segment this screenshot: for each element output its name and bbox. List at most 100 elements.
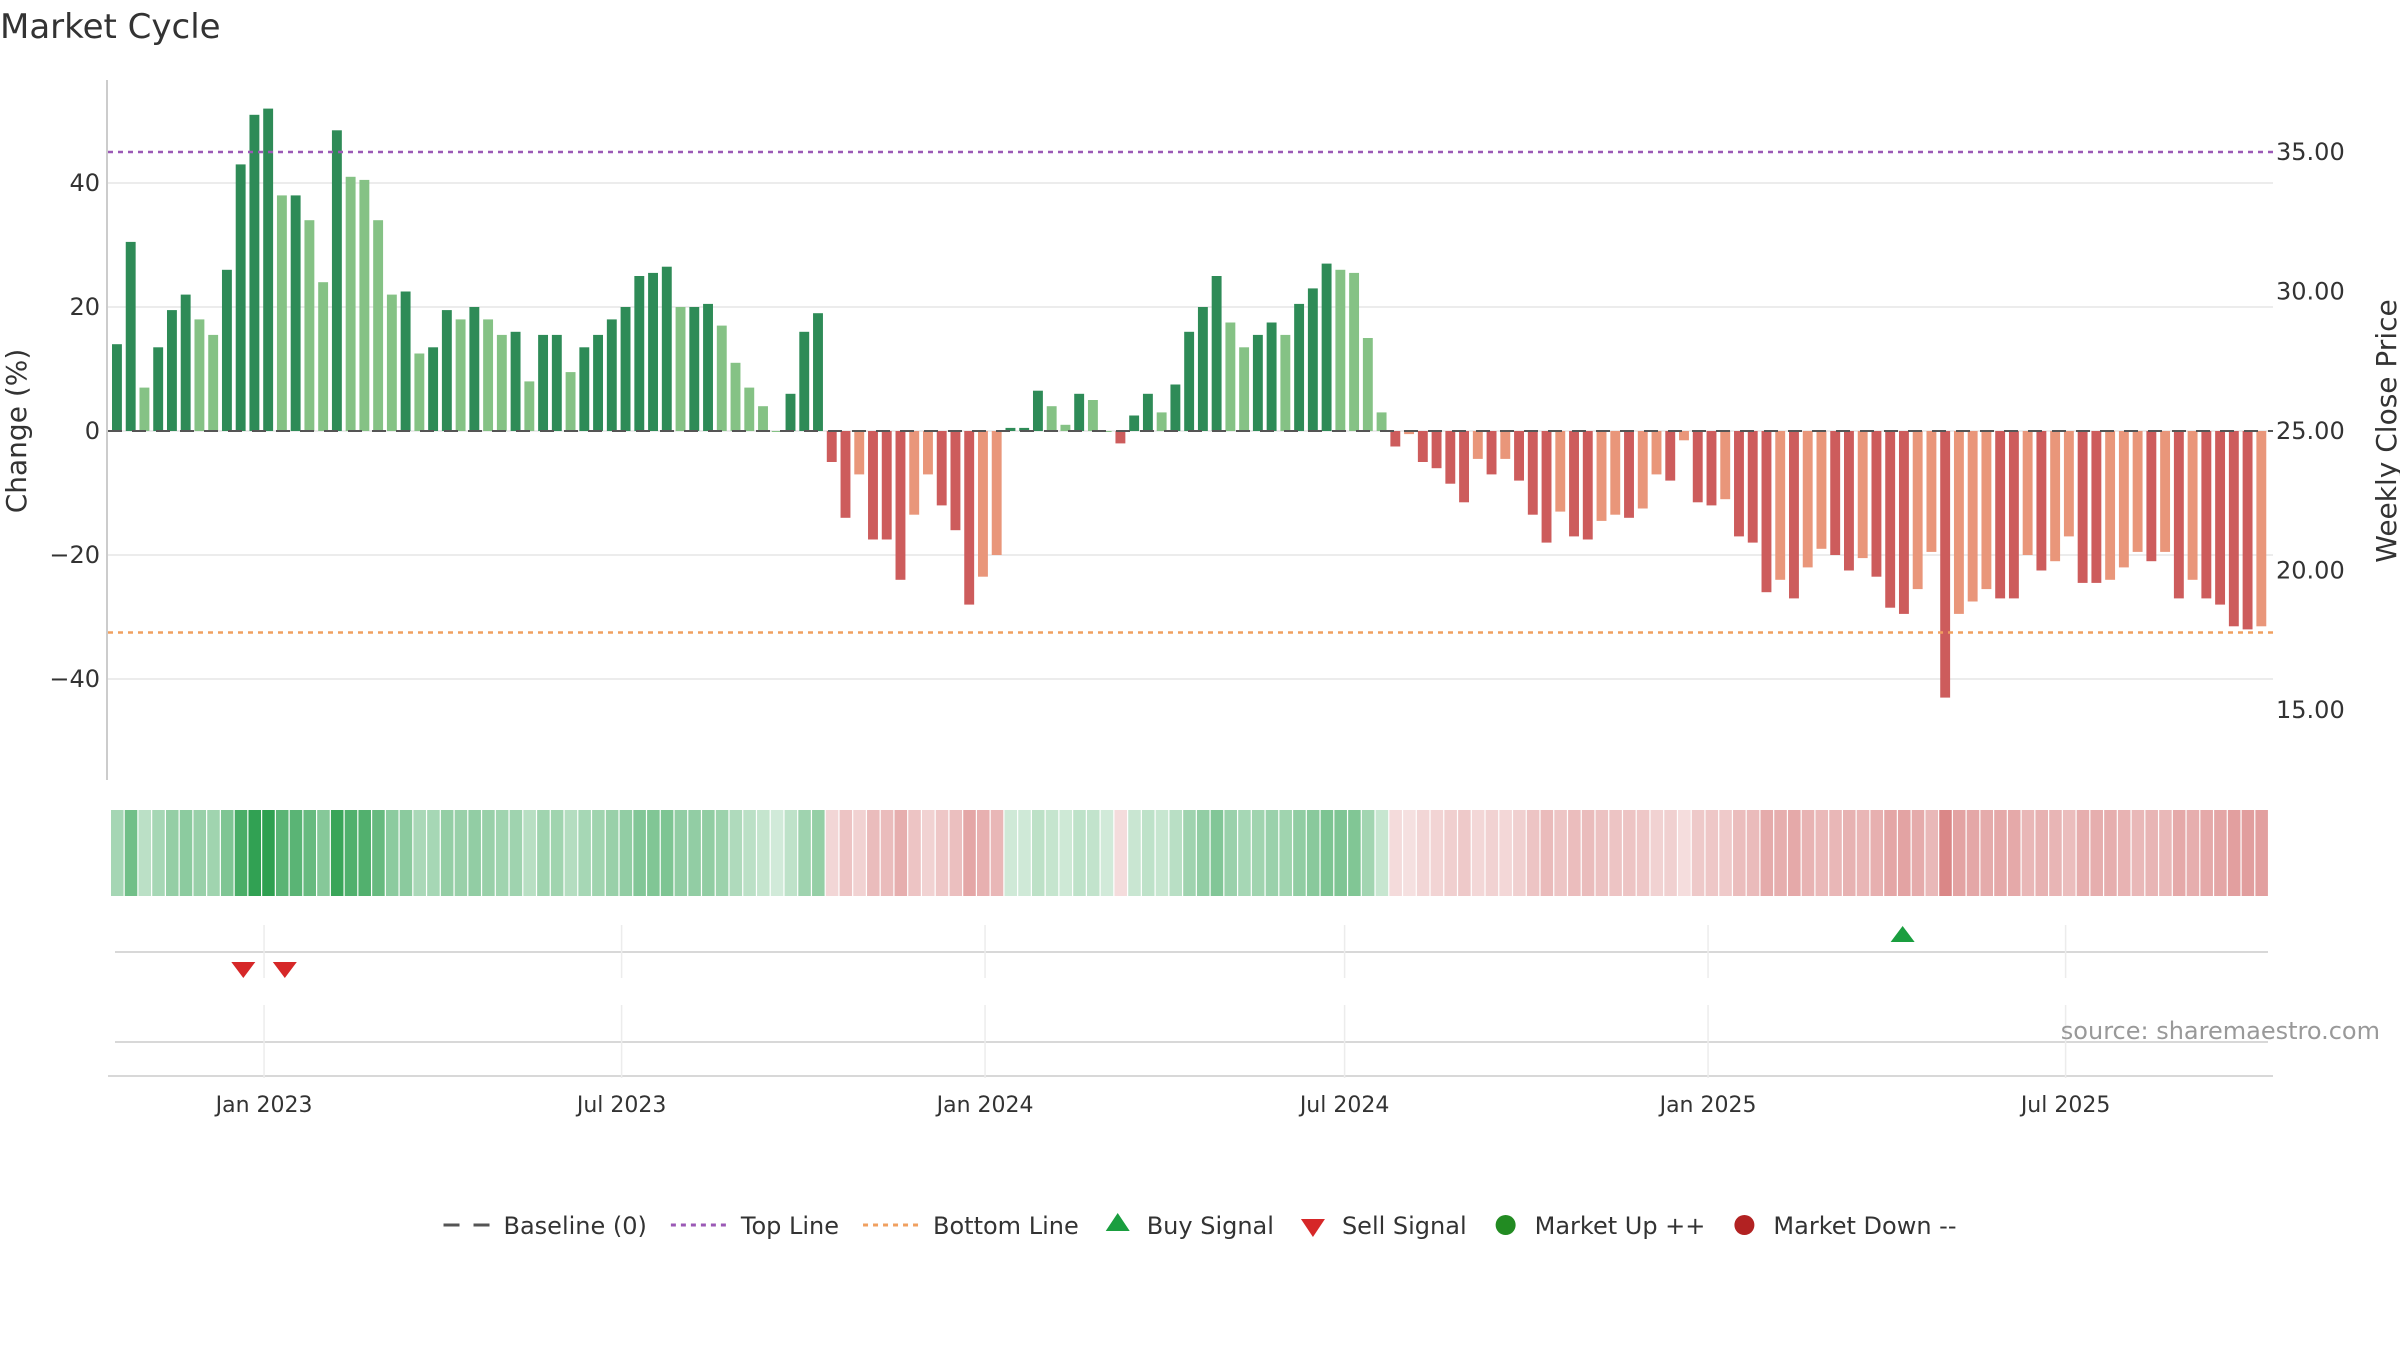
heatmap-cell bbox=[1650, 810, 1664, 896]
heatmap-cell bbox=[1526, 810, 1540, 896]
heatmap-cell bbox=[1306, 810, 1320, 896]
legend-item-up: Market Up ++ bbox=[1495, 1212, 1706, 1240]
change-bar bbox=[1142, 393, 1153, 431]
legend-label: Market Up ++ bbox=[1535, 1212, 1706, 1240]
heatmap-cell bbox=[1636, 810, 1650, 896]
change-bar bbox=[978, 431, 988, 577]
heatmap-cell bbox=[619, 810, 633, 896]
legend-item-top: Top Line bbox=[670, 1212, 839, 1240]
heatmap-cell bbox=[908, 810, 921, 896]
change-bar bbox=[1912, 431, 1923, 590]
x-tick-label: Jul 2025 bbox=[2019, 1093, 2111, 1118]
heatmap-cell bbox=[2214, 810, 2227, 896]
change-bar bbox=[496, 334, 507, 431]
change-bar bbox=[510, 331, 521, 431]
change-bar bbox=[744, 387, 755, 431]
x-tick-label: Jan 2025 bbox=[1658, 1093, 1757, 1118]
heatmap-cell bbox=[633, 810, 646, 896]
heatmap-cell bbox=[1829, 810, 1842, 896]
change-bar bbox=[139, 387, 150, 431]
change-bar bbox=[2146, 431, 2157, 562]
change-bar bbox=[1555, 431, 1566, 512]
heatmap-cell bbox=[275, 810, 289, 896]
change-bar bbox=[2256, 431, 2267, 627]
y-right-tick-label: 20.00 bbox=[2276, 557, 2345, 585]
heatmap-cell bbox=[2117, 810, 2131, 896]
heatmap-cell bbox=[839, 810, 853, 896]
heatmap-cell bbox=[2062, 810, 2076, 896]
change-bar bbox=[1307, 288, 1318, 431]
change-bar bbox=[1225, 322, 1236, 431]
change-bar bbox=[1775, 431, 1786, 580]
change-bar bbox=[483, 319, 494, 431]
change-bar bbox=[1431, 431, 1442, 469]
change-bar bbox=[1706, 431, 1717, 506]
heatmap-cell bbox=[2145, 810, 2158, 896]
heatmap-cell bbox=[2200, 810, 2213, 896]
change-bar bbox=[1184, 331, 1195, 431]
change-bar bbox=[1486, 431, 1497, 475]
heatmap-cell bbox=[1403, 810, 1416, 896]
heatmap-cell bbox=[1815, 810, 1829, 896]
change-bar bbox=[1211, 276, 1222, 431]
heatmap-cell bbox=[2227, 810, 2241, 896]
buy-signal-marker bbox=[1890, 926, 1915, 942]
change-bar bbox=[428, 347, 439, 431]
heatmap-cell bbox=[592, 810, 605, 896]
heatmap-cell bbox=[1760, 810, 1774, 896]
change-bar bbox=[2160, 431, 2171, 552]
x-tick-label: Jan 2023 bbox=[214, 1093, 313, 1118]
change-bar bbox=[2008, 431, 2019, 599]
change-bar bbox=[1926, 431, 1937, 552]
heatmap-cell bbox=[344, 810, 358, 896]
heatmap-cell bbox=[1994, 810, 2007, 896]
change-bar bbox=[345, 176, 356, 431]
heatmap-cell bbox=[124, 810, 138, 896]
change-bar bbox=[208, 334, 219, 431]
change-bar bbox=[538, 334, 549, 431]
change-bar bbox=[606, 319, 617, 431]
heatmap-cell bbox=[1952, 810, 1966, 896]
change-bar bbox=[1335, 269, 1346, 431]
legend-item-down: Market Down -- bbox=[1734, 1212, 1957, 1240]
heatmap-cell bbox=[2007, 810, 2021, 896]
heatmap-cell bbox=[1581, 810, 1595, 896]
change-bar bbox=[318, 282, 329, 431]
x-tick-label: Jan 2024 bbox=[935, 1093, 1034, 1118]
heatmap-cell bbox=[1870, 810, 1884, 896]
change-bar bbox=[2215, 431, 2226, 605]
heatmap-cell bbox=[468, 810, 481, 896]
legend-item-buy: Buy Signal bbox=[1105, 1212, 1274, 1240]
change-bar bbox=[1321, 263, 1332, 431]
heatmap-cell bbox=[702, 810, 715, 896]
change-bar bbox=[1885, 431, 1896, 608]
change-bar bbox=[2036, 431, 2047, 571]
x-axis-ticks: Jan 2023 Jul 2023 Jan 2024 Jul 2024 Jan 2025… bbox=[214, 925, 2111, 1118]
y-right-axis-label: Weekly Close Price bbox=[2370, 299, 2400, 562]
heatmap-cell bbox=[647, 810, 660, 896]
change-bar bbox=[703, 303, 713, 431]
heatmap-cell bbox=[2021, 810, 2035, 896]
heatmap-cell bbox=[564, 810, 578, 896]
change-bar bbox=[221, 269, 232, 431]
heatmap-cell bbox=[1100, 810, 1114, 896]
heatmap-cell bbox=[784, 810, 798, 896]
heatmap-cell bbox=[2241, 810, 2255, 896]
change-bar bbox=[1720, 431, 1731, 500]
y-right-ticks: 15.00 20.00 25.00 30.00 35.00 bbox=[2276, 138, 2345, 724]
change-bar bbox=[1500, 431, 1511, 459]
heatmap-cell bbox=[1485, 810, 1499, 896]
change-bar bbox=[1734, 431, 1744, 537]
source-note: source: sharemaestro.com bbox=[2061, 1017, 2380, 1045]
heatmap-cell bbox=[1389, 810, 1402, 896]
heatmap-cell bbox=[729, 810, 743, 896]
change-bar bbox=[1789, 431, 1799, 599]
change-bar bbox=[1802, 431, 1813, 568]
change-bar bbox=[414, 353, 425, 431]
change-bar bbox=[2091, 431, 2102, 583]
heatmap-cell bbox=[2049, 810, 2062, 896]
heatmap-cell bbox=[977, 810, 990, 896]
heatmap-cell bbox=[1554, 810, 1567, 896]
heatmap-cell bbox=[2035, 810, 2048, 896]
heatmap-cell bbox=[894, 810, 908, 896]
